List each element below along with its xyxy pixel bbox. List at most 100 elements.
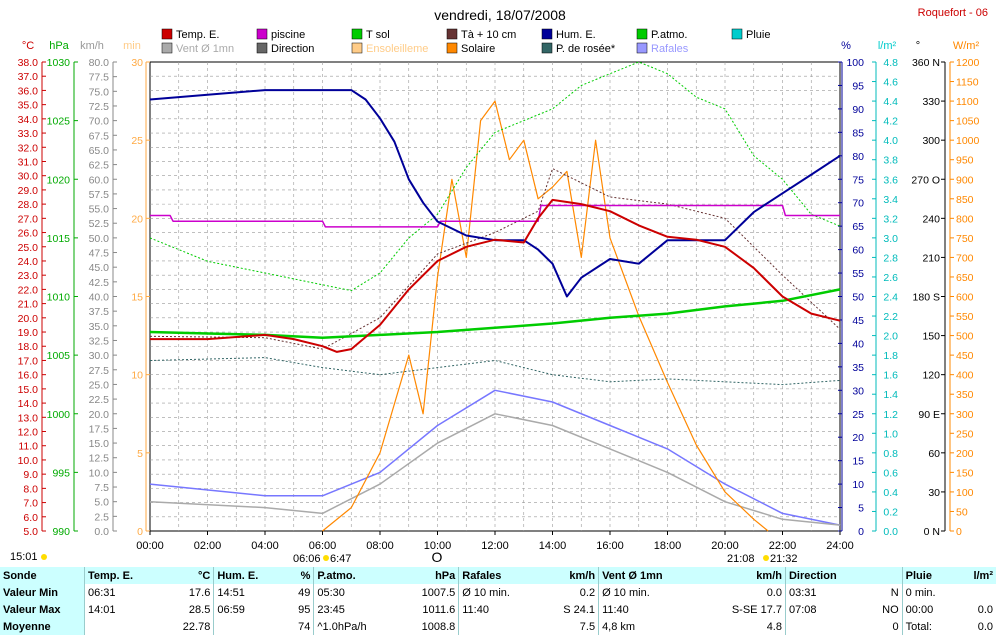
temp-axis-label: 14.0 (18, 398, 39, 410)
temp-axis-label: 24.0 (18, 256, 39, 268)
time-label: 08:00 (366, 540, 394, 552)
rain-axis-label: 3.8 (883, 155, 898, 167)
hum-axis-label: 65 (852, 221, 864, 233)
series-p-atmo- (149, 61, 841, 292)
solar-axis-label: 750 (956, 233, 974, 245)
temp-axis-label: 20.0 (18, 313, 39, 325)
wind-axis-label: 55.0 (89, 204, 110, 216)
time-label: 02:00 (194, 540, 222, 552)
rain-axis-label: 1.4 (883, 389, 898, 401)
press-axis-label: 990 (52, 526, 70, 538)
temp-axis-label: 30.0 (18, 171, 39, 183)
press-axis-label: 1025 (47, 116, 71, 128)
press-axis-label: 1030 (47, 57, 71, 69)
dir-axis-label: 60 (928, 448, 940, 460)
temp-axis-label: 27.0 (18, 213, 39, 225)
press-axis-label: 1010 (47, 292, 71, 304)
rain-axis-label: 0.8 (883, 448, 898, 460)
summary-cell: 00:00 (901, 601, 958, 618)
temp-axis-label: 10.0 (18, 455, 39, 467)
wind-axis-label: 45.0 (89, 262, 110, 274)
summary-cell: Ø 10 min. (458, 584, 541, 601)
wind-axis-label: 35.0 (89, 321, 110, 333)
temp-axis-label: 15.0 (18, 384, 39, 396)
temp-axis-label: 9.0 (23, 469, 38, 481)
legend-label: Tà + 10 cm (461, 29, 516, 41)
summary-cell: Ø 10 min. (598, 584, 700, 601)
dir-unit: ° (916, 40, 920, 52)
legend-swatch (636, 28, 648, 40)
summary-cell (458, 618, 541, 635)
temp-unit: °C (22, 40, 34, 52)
rain-axis-label: 4.8 (883, 57, 898, 69)
summary-value: 28.5 (188, 603, 211, 616)
time-label: 12:00 (481, 540, 509, 552)
dir-axis-label: 0 N (924, 526, 940, 538)
legend-swatch (446, 42, 458, 54)
summary-cell: 11:40 (598, 601, 700, 618)
summary-row: Valeur Max 14:01 28.5 06:59 95 23:45 1011.6 11:… (0, 601, 996, 618)
temp-axis-label: 6.0 (23, 512, 38, 524)
temp-axis-label: 8.0 (23, 483, 38, 495)
wind-axis-label: 0.0 (94, 526, 109, 538)
wind-axis-label: 30.0 (89, 350, 110, 362)
wind-axis-label: 42.5 (89, 277, 110, 289)
summary-row: Moyenne 22.78 74 ^1.0hPa/h 1008.8 7.5 4,8 km 4.… (0, 618, 996, 635)
summary-header: P.atmo. (313, 567, 399, 584)
temp-axis-label: 18.0 (18, 341, 39, 353)
solar-axis-label: 1100 (956, 96, 979, 108)
wind-axis-label: 52.5 (89, 218, 110, 230)
hum-axis-label: 25 (852, 409, 864, 421)
solar-axis-label: 150 (956, 467, 974, 479)
summary-value: 0.0 (977, 603, 993, 616)
hum-axis-label: 0 (858, 526, 864, 538)
temp-axis-label: 23.0 (18, 270, 39, 282)
rain-axis-label: 4.0 (883, 135, 898, 147)
wind-axis-label: 22.5 (89, 394, 110, 406)
solar-axis-label: 50 (956, 506, 968, 518)
solar-axis-label: 350 (956, 389, 974, 401)
summary-header: Temp. E. (84, 567, 163, 584)
series-solaire (322, 100, 769, 532)
time-label: 14:00 (539, 540, 567, 552)
legend-swatch (161, 28, 173, 40)
rain-axis-label: 3.6 (883, 174, 898, 186)
summary-header: Hum. E. (213, 567, 286, 584)
sunset-icon (763, 555, 769, 561)
rain-axis-label: 0.0 (883, 526, 898, 538)
summary-header-unit: km/h (699, 567, 786, 584)
summary-cell (784, 618, 868, 635)
series-p-de-ros-e- (149, 357, 841, 386)
sun-axis-label: 0 (137, 526, 143, 538)
series-vent-1mn (149, 413, 841, 526)
summary-value: 74 (298, 620, 311, 633)
dir-axis-label: 300 (922, 135, 940, 147)
solar-axis-label: 250 (956, 428, 974, 440)
solar-axis-label: 1000 (956, 135, 980, 147)
legend-label: Ensoleilleme (366, 43, 428, 55)
summary-value: 1007.5 (421, 586, 456, 599)
rain-axis-label: 0.2 (883, 506, 898, 518)
summary-panel: Sonde Temp. E. °C Hum. E.% P.atmo. hPa Rafales… (0, 567, 996, 637)
solar-axis-label: 450 (956, 350, 974, 362)
solar-axis-label: 100 (956, 487, 974, 499)
press-axis-label: 1020 (47, 174, 71, 186)
press-axis-label: 1015 (47, 233, 71, 245)
wind-axis-label: 25.0 (89, 379, 110, 391)
summary-value: 22.78 (182, 620, 211, 633)
legend-swatch (256, 28, 268, 40)
legend-label: Vent Ø 1mn (176, 43, 234, 55)
hum-axis-label: 70 (852, 198, 864, 210)
temp-axis-label: 34.0 (18, 114, 39, 126)
rain-axis-label: 1.6 (883, 370, 898, 382)
series-rafales (149, 389, 841, 526)
legend-swatch (446, 28, 458, 40)
hum-axis-label: 35 (852, 362, 864, 374)
summary-value: 95 (298, 603, 311, 616)
press-axis-label: 995 (52, 467, 70, 479)
temp-axis-label: 7.0 (23, 498, 38, 510)
dir-axis-label: 90 E (918, 409, 940, 421)
wind-axis-label: 2.5 (94, 511, 109, 523)
summary-value: 7.5 (579, 620, 596, 633)
temp-axis-label: 26.0 (18, 228, 39, 240)
